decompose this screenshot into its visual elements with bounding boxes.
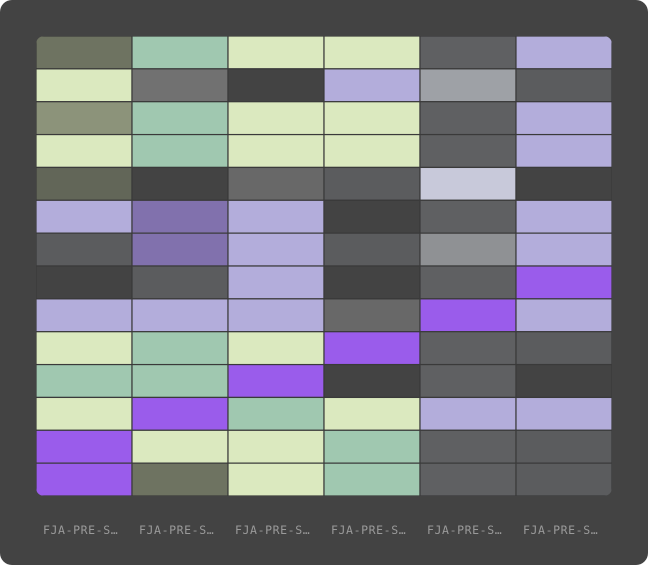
heatmap-cell-r7-c2 — [131, 232, 229, 267]
heatmap-cell-r10-c5 — [419, 331, 517, 366]
heatmap-cell-r12-c1 — [36, 396, 133, 431]
heatmap-cell-r8-c1 — [36, 265, 133, 300]
heatmap-cell-r11-c5 — [419, 363, 517, 399]
heatmap-cell-r10-c6 — [515, 331, 612, 366]
heatmap-cell-r2-c3 — [227, 68, 325, 103]
heatmap-cell-r9-c5 — [419, 298, 517, 333]
heatmap-cell-r9-c2 — [131, 298, 229, 333]
heatmap-cell-r14-c4 — [323, 462, 421, 496]
column-label-1: FJA-PRE-S… — [43, 523, 118, 537]
heatmap-cell-r5-c6 — [515, 166, 612, 201]
column-labels: FJA-PRE-S… FJA-PRE-S… FJA-PRE-S… FJA-PRE-S…… — [43, 523, 598, 537]
heatmap-cell-r6-c6 — [515, 199, 612, 234]
heatmap-cell-r14-c3 — [227, 462, 325, 496]
heatmap-cell-r14-c1 — [36, 462, 133, 496]
heatmap-cell-r7-c6 — [515, 232, 612, 267]
heatmap-cell-r8-c2 — [131, 265, 229, 300]
heatmap-cell-r6-c2 — [131, 199, 229, 234]
heatmap-cell-r4-c5 — [419, 133, 517, 169]
heatmap-cell-r1-c2 — [131, 36, 229, 70]
heatmap-cell-r13-c2 — [131, 429, 229, 464]
column-label-5: FJA-PRE-S… — [427, 523, 502, 537]
column-label-4: FJA-PRE-S… — [331, 523, 406, 537]
heatmap-cell-r11-c3 — [227, 363, 325, 399]
heatmap-cell-r10-c3 — [227, 331, 325, 366]
heatmap-cell-r8-c5 — [419, 265, 517, 300]
heatmap-cell-r2-c2 — [131, 68, 229, 103]
heatmap-cell-r4-c6 — [515, 133, 612, 169]
heatmap-cell-r8-c6 — [515, 265, 612, 300]
heatmap-cell-r4-c3 — [227, 133, 325, 169]
heatmap-cell-r5-c3 — [227, 166, 325, 201]
column-label-2: FJA-PRE-S… — [139, 523, 214, 537]
heatmap-cell-r9-c3 — [227, 298, 325, 333]
heatmap-cell-r7-c5 — [419, 232, 517, 267]
heatmap-cell-r2-c4 — [323, 68, 421, 103]
heatmap-cell-r6-c1 — [36, 199, 133, 234]
heatmap-cell-r7-c1 — [36, 232, 133, 267]
heatmap-cell-r4-c2 — [131, 133, 229, 169]
heatmap-cell-r13-c6 — [515, 429, 612, 464]
heatmap-cell-r11-c1 — [36, 363, 133, 399]
heatmap-cell-r1-c1 — [36, 36, 133, 70]
heatmap-cell-r9-c4 — [323, 298, 421, 333]
heatmap-cell-r12-c5 — [419, 396, 517, 431]
heatmap-cell-r7-c4 — [323, 232, 421, 267]
heatmap-cell-r11-c4 — [323, 363, 421, 399]
heatmap-cell-r9-c6 — [515, 298, 612, 333]
heatmap-cell-r3-c6 — [515, 101, 612, 136]
heatmap-cell-r1-c3 — [227, 36, 325, 70]
heatmap-cell-r11-c6 — [515, 363, 612, 399]
heatmap-cell-r4-c1 — [36, 133, 133, 169]
heatmap-cell-r11-c2 — [131, 363, 229, 399]
heatmap-cell-r3-c4 — [323, 101, 421, 136]
heatmap-cell-r12-c2 — [131, 396, 229, 431]
heatmap-cell-r3-c3 — [227, 101, 325, 136]
heatmap-cell-r10-c2 — [131, 331, 229, 366]
heatmap-cell-r2-c1 — [36, 68, 133, 103]
heatmap-cell-r12-c4 — [323, 396, 421, 431]
heatmap-cell-r3-c5 — [419, 101, 517, 136]
heatmap-cell-r13-c4 — [323, 429, 421, 464]
heatmap-cell-r8-c4 — [323, 265, 421, 300]
heatmap-cell-r10-c1 — [36, 331, 133, 366]
heatmap-cell-r6-c3 — [227, 199, 325, 234]
heatmap-cell-r5-c5 — [419, 166, 517, 201]
heatmap-cell-r3-c1 — [36, 101, 133, 136]
heatmap-cell-r5-c4 — [323, 166, 421, 201]
heatmap-cell-r2-c5 — [419, 68, 517, 103]
heatmap-cell-r6-c4 — [323, 199, 421, 234]
heatmap-cell-r12-c6 — [515, 396, 612, 431]
column-label-6: FJA-PRE-S… — [523, 523, 598, 537]
heatmap-cell-r8-c3 — [227, 265, 325, 300]
heatmap-cell-r10-c4 — [323, 331, 421, 366]
heatmap-cell-r13-c5 — [419, 429, 517, 464]
heatmap-cell-r3-c2 — [131, 101, 229, 136]
heatmap-cell-r5-c1 — [36, 166, 133, 201]
heatmap-cell-r14-c5 — [419, 462, 517, 496]
heatmap-cell-r1-c6 — [515, 36, 612, 70]
heatmap-cell-r13-c3 — [227, 429, 325, 464]
heatmap-cell-r7-c3 — [227, 232, 325, 267]
heatmap-cell-r1-c4 — [323, 36, 421, 70]
heatmap-cell-r1-c5 — [419, 36, 517, 70]
heatmap-cell-r9-c1 — [36, 298, 133, 333]
heatmap-cell-r2-c6 — [515, 68, 612, 103]
heatmap-cell-r14-c2 — [131, 462, 229, 496]
heatmap-cell-r5-c2 — [131, 166, 229, 201]
heatmap-cell-r13-c1 — [36, 429, 133, 464]
heatmap-cell-r6-c5 — [419, 199, 517, 234]
heatmap-cell-r12-c3 — [227, 396, 325, 431]
column-label-3: FJA-PRE-S… — [235, 523, 310, 537]
heatmap-cell-r4-c4 — [323, 133, 421, 169]
heatmap-cell-r14-c6 — [515, 462, 612, 496]
heatmap-cells — [36, 36, 612, 496]
